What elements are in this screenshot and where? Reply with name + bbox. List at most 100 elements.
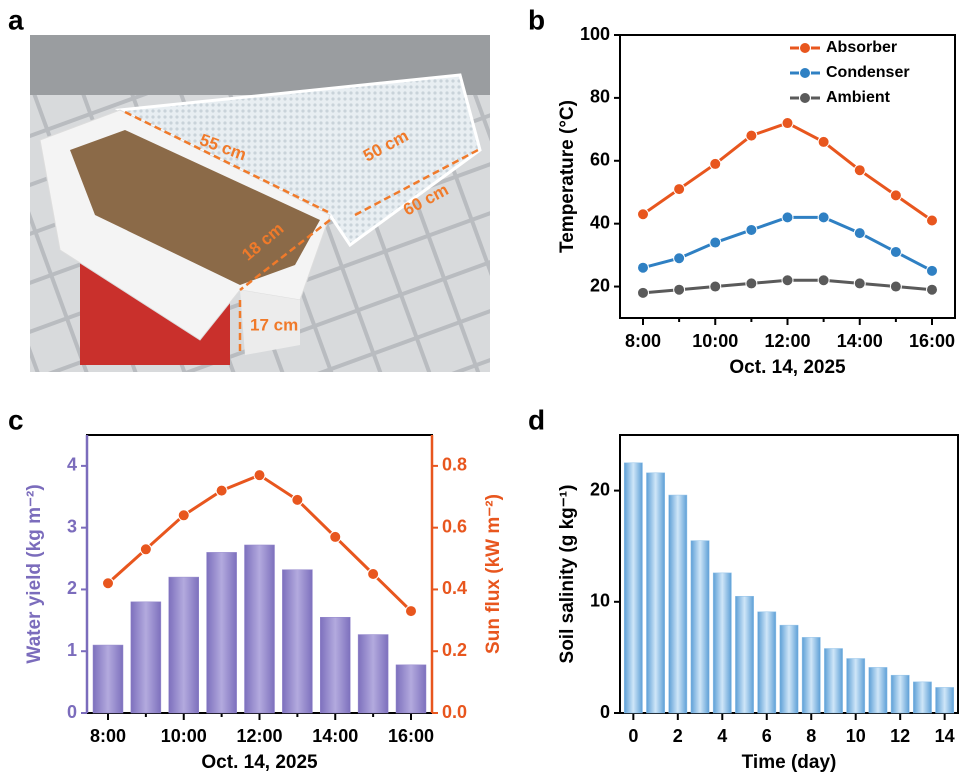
marker <box>637 261 649 274</box>
x-tick-label: 6 <box>762 726 772 746</box>
bar <box>646 472 665 714</box>
x-tick-label: 0 <box>628 726 638 746</box>
y-axis-label: Water yield (kg m⁻²) <box>24 484 45 663</box>
y-tick-label: 0 <box>600 702 610 722</box>
marker <box>673 283 686 296</box>
bar <box>320 616 351 714</box>
bar <box>735 595 754 714</box>
x-tick-label: 10 <box>846 726 866 746</box>
marker <box>889 280 902 293</box>
panel-letter: c <box>8 404 24 435</box>
bar <box>92 644 124 714</box>
legend-label: Condenser <box>826 64 910 81</box>
y2-tick-label: 0.4 <box>442 578 467 598</box>
panel-letter: a <box>8 4 24 35</box>
marker <box>673 252 686 265</box>
bar <box>395 664 427 714</box>
marker <box>817 135 830 148</box>
annotation: 17 cm <box>250 315 298 334</box>
y-tick-label: 40 <box>590 212 610 232</box>
marker <box>215 484 228 497</box>
marker <box>853 277 866 290</box>
bar <box>935 687 955 714</box>
y2-tick-label: 0.0 <box>442 702 467 722</box>
marker <box>817 211 830 224</box>
marker <box>889 245 902 258</box>
x-tick-label: 14:00 <box>837 331 883 351</box>
x-axis-label: Time (day) <box>742 752 837 773</box>
marker <box>745 223 758 236</box>
y-tick-label: 80 <box>590 87 610 107</box>
marker <box>139 543 152 556</box>
bar <box>824 648 843 714</box>
y-tick-label: 4 <box>67 455 77 475</box>
dimension-lines <box>124 110 479 352</box>
x-axis-label: Oct. 14, 2025 <box>729 357 846 378</box>
marker <box>637 208 649 221</box>
marker <box>781 117 794 130</box>
marker <box>177 509 190 522</box>
marker <box>745 277 758 290</box>
bar <box>801 637 821 714</box>
marker <box>405 605 417 618</box>
photo <box>30 35 490 372</box>
marker <box>853 227 866 240</box>
x-axis-label: Oct. 14, 2025 <box>201 752 318 773</box>
x-tick-label: 2 <box>673 726 683 746</box>
legend-label: Ambient <box>826 89 891 106</box>
bar <box>206 552 237 714</box>
bar <box>130 601 162 714</box>
x-tick-label: 12:00 <box>764 331 810 351</box>
legend-marker <box>799 67 811 79</box>
bar <box>868 667 888 714</box>
x-tick-label: 12 <box>890 726 910 746</box>
y-tick-label: 20 <box>590 275 610 295</box>
marker <box>926 283 938 296</box>
y-tick-label: 2 <box>67 578 77 598</box>
y-tick-label: 3 <box>67 516 77 536</box>
legend-marker <box>799 42 811 54</box>
bar <box>357 634 389 714</box>
marker <box>853 164 866 177</box>
y2-tick-label: 0.2 <box>442 640 467 660</box>
bar <box>244 544 275 714</box>
marker <box>781 211 794 224</box>
x-tick-label: 14:00 <box>312 726 358 746</box>
marker <box>745 129 758 142</box>
y2-tick-label: 0.6 <box>442 516 467 536</box>
x-tick-label: 8:00 <box>90 726 126 746</box>
y-tick-label: 0 <box>67 702 77 722</box>
bar <box>913 681 932 714</box>
bar <box>757 611 777 714</box>
bar <box>779 624 799 714</box>
y-tick-label: 10 <box>590 591 610 611</box>
bar <box>690 540 710 714</box>
marker <box>709 236 722 249</box>
bar <box>282 569 313 714</box>
bar <box>623 462 643 714</box>
y-axis-label: Temperature (°C) <box>557 100 578 253</box>
bar <box>846 658 866 714</box>
marker <box>781 274 794 287</box>
y-tick-label: 60 <box>590 150 610 170</box>
bar <box>712 572 732 714</box>
marker <box>367 568 380 580</box>
y2-tick-label: 0.8 <box>442 455 467 475</box>
marker <box>926 214 938 227</box>
marker <box>329 530 342 543</box>
marker <box>673 183 686 196</box>
x-tick-label: 16:00 <box>388 726 434 746</box>
line <box>642 121 933 222</box>
marker <box>817 274 830 287</box>
x-tick-label: 16:00 <box>909 331 955 351</box>
panel-letter: d <box>528 404 545 435</box>
bar <box>668 494 688 714</box>
marker <box>926 264 938 277</box>
y-axis-label: Soil salinity (g kg⁻¹) <box>557 485 578 664</box>
y-tick-label: 20 <box>590 479 610 499</box>
panel-letter: b <box>528 4 545 35</box>
marker <box>102 577 114 590</box>
bar <box>890 674 910 714</box>
marker <box>291 493 304 506</box>
